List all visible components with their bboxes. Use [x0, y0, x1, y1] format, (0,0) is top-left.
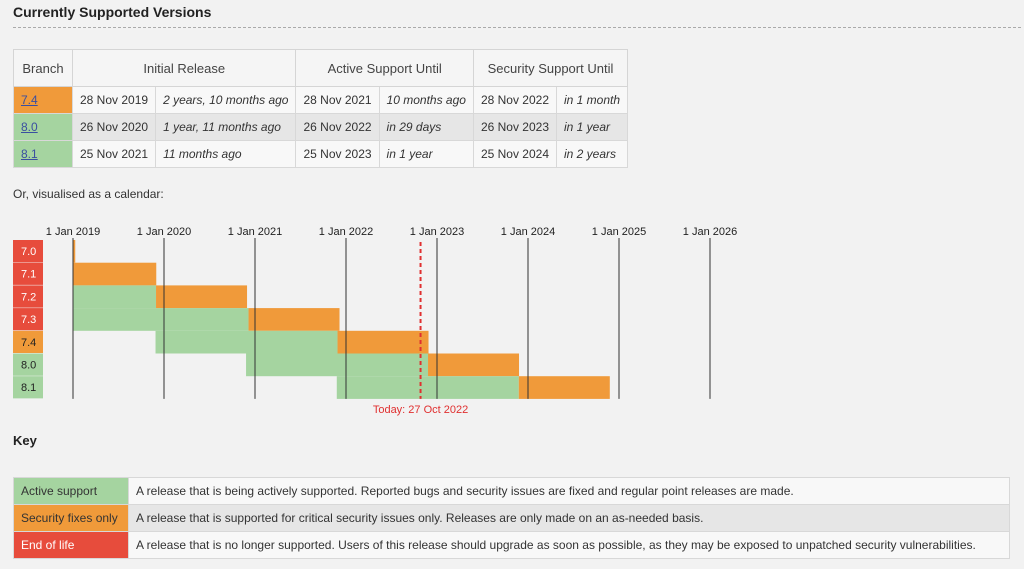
active-date: 26 Nov 2022 — [295, 113, 380, 141]
active-support-bar — [336, 376, 519, 399]
year-label: 1 Jan 2020 — [137, 226, 191, 238]
year-label: 1 Jan 2025 — [592, 226, 646, 238]
security-support-bar — [73, 262, 157, 286]
year-label: 1 Jan 2022 — [319, 226, 373, 238]
security-date: 26 Nov 2023 — [472, 113, 558, 141]
table-row: 7.4 28 Nov 2019 2 years, 10 months ago 2… — [13, 86, 629, 114]
branch-label: 7.4 — [21, 337, 36, 349]
branch-label: 7.1 — [21, 269, 36, 281]
key-title: Key — [13, 433, 37, 448]
key-desc-active: A release that is being actively support… — [128, 477, 1010, 505]
year-label: 1 Jan 2019 — [46, 226, 100, 238]
year-label: 1 Jan 2024 — [501, 226, 555, 238]
branch-label: 7.2 — [21, 291, 36, 303]
active-relative: in 1 year — [378, 140, 474, 168]
key-table: Active support A release that is being a… — [13, 477, 1010, 559]
active-support-bar — [73, 285, 157, 309]
initial-date: 28 Nov 2019 — [71, 86, 157, 114]
security-support-bar — [248, 308, 340, 331]
branch-cell: 7.4 — [13, 86, 73, 114]
calendar-caption: Or, visualised as a calendar: — [13, 187, 164, 201]
security-support-bar — [428, 353, 520, 377]
security-support-bar — [73, 240, 76, 263]
branch-link-8-0[interactable]: 8.0 — [21, 120, 38, 134]
supported-versions-table: Branch Initial Release Active Support Un… — [13, 49, 629, 168]
key-label-active: Active support — [13, 477, 129, 505]
security-date: 25 Nov 2024 — [472, 140, 558, 168]
table-row: 8.0 26 Nov 2020 1 year, 11 months ago 26… — [13, 113, 629, 141]
branch-label-bg — [13, 285, 43, 309]
year-label: 1 Jan 2026 — [683, 226, 737, 238]
security-relative: in 1 month — [555, 86, 629, 114]
heading-divider — [13, 27, 1021, 28]
branch-link-8-1[interactable]: 8.1 — [21, 147, 38, 161]
branch-cell: 8.0 — [13, 113, 73, 141]
active-date: 25 Nov 2023 — [295, 140, 380, 168]
security-support-bar — [337, 330, 429, 354]
year-label: 1 Jan 2023 — [410, 226, 464, 238]
year-label: 1 Jan 2021 — [228, 226, 282, 238]
initial-relative: 1 year, 11 months ago — [155, 113, 297, 141]
key-label-eol: End of life — [13, 531, 129, 559]
active-support-bar — [155, 330, 338, 354]
branch-label: 7.0 — [21, 246, 36, 258]
branch-label-bg — [13, 240, 43, 263]
active-date: 28 Nov 2021 — [295, 86, 380, 114]
table-header-row: Branch Initial Release Active Support Un… — [13, 49, 629, 87]
active-relative: 10 months ago — [378, 86, 474, 114]
security-date: 28 Nov 2022 — [472, 86, 558, 114]
security-relative: in 1 year — [555, 113, 629, 141]
table-row: 8.1 25 Nov 2021 11 months ago 25 Nov 202… — [13, 140, 629, 168]
key-row-eol: End of life A release that is no longer … — [13, 531, 1010, 559]
initial-date: 25 Nov 2021 — [71, 140, 157, 168]
key-row-security: Security fixes only A release that is su… — [13, 504, 1010, 532]
support-calendar: 1 Jan 2019 1 Jan 2020 1 Jan 2021 1 Jan 2022… — [13, 226, 737, 416]
branch-label: 7.3 — [21, 314, 36, 326]
branch-label-bg — [13, 308, 43, 331]
branch-cell: 8.1 — [13, 140, 73, 168]
branch-label: 8.0 — [21, 360, 36, 372]
today-label: Today: 27 Oct 2022 — [373, 404, 468, 416]
active-relative: in 29 days — [378, 113, 474, 141]
branch-label-bg — [13, 330, 43, 354]
branch-label-bg — [13, 353, 43, 377]
key-label-security: Security fixes only — [13, 504, 129, 532]
key-row-active: Active support A release that is being a… — [13, 477, 1010, 505]
key-desc-eol: A release that is no longer supported. U… — [128, 531, 1010, 559]
column-header-branch: Branch — [13, 49, 73, 87]
security-support-bar — [518, 376, 610, 399]
initial-date: 26 Nov 2020 — [71, 113, 157, 141]
active-support-bar — [73, 308, 249, 331]
column-header-initial-release: Initial Release — [71, 49, 297, 87]
initial-relative: 11 months ago — [155, 140, 297, 168]
key-desc-security: A release that is supported for critical… — [128, 504, 1010, 532]
active-support-bar — [246, 353, 429, 377]
security-support-bar — [156, 285, 248, 309]
column-header-active-support: Active Support Until — [295, 49, 474, 87]
security-relative: in 2 years — [555, 140, 629, 168]
initial-relative: 2 years, 10 months ago — [155, 86, 297, 114]
branch-link-7-4[interactable]: 7.4 — [21, 93, 38, 107]
branch-label: 8.1 — [21, 382, 36, 394]
page-title: Currently Supported Versions — [13, 4, 212, 20]
branch-label-bg — [13, 376, 43, 399]
branch-label-bg — [13, 262, 43, 286]
column-header-security-support: Security Support Until — [472, 49, 629, 87]
